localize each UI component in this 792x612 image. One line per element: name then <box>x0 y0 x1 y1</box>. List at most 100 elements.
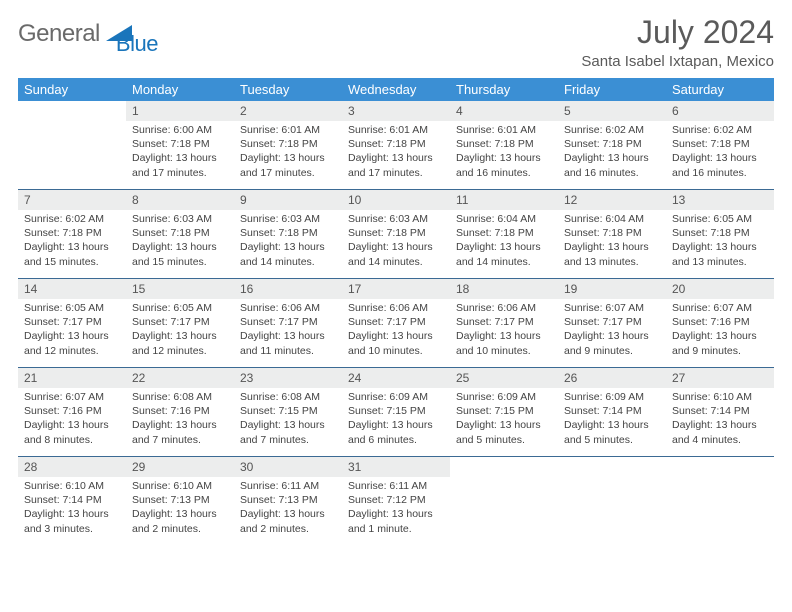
calendar-day-cell: 30Sunrise: 6:11 AMSunset: 7:13 PMDayligh… <box>234 457 342 545</box>
day-sun-data: Sunrise: 6:01 AMSunset: 7:18 PMDaylight:… <box>450 121 558 184</box>
calendar-week-row: 28Sunrise: 6:10 AMSunset: 7:14 PMDayligh… <box>18 456 774 545</box>
day-sun-data: Sunrise: 6:02 AMSunset: 7:18 PMDaylight:… <box>18 210 126 273</box>
day-sun-data: Sunrise: 6:02 AMSunset: 7:18 PMDaylight:… <box>666 121 774 184</box>
day-number: 27 <box>666 368 774 388</box>
calendar-day-cell: 12Sunrise: 6:04 AMSunset: 7:18 PMDayligh… <box>558 190 666 278</box>
day-number: 3 <box>342 101 450 121</box>
day-number: 15 <box>126 279 234 299</box>
calendar-day-cell: 23Sunrise: 6:08 AMSunset: 7:15 PMDayligh… <box>234 368 342 456</box>
logo-text-main: General <box>18 20 100 48</box>
day-number-empty <box>666 457 774 477</box>
day-number: 19 <box>558 279 666 299</box>
calendar-page: General Blue July 2024 Santa Isabel Ixta… <box>0 0 792 559</box>
day-sun-data: Sunrise: 6:09 AMSunset: 7:15 PMDaylight:… <box>342 388 450 451</box>
day-sun-data: Sunrise: 6:01 AMSunset: 7:18 PMDaylight:… <box>234 121 342 184</box>
day-sun-data: Sunrise: 6:03 AMSunset: 7:18 PMDaylight:… <box>342 210 450 273</box>
calendar-day-cell <box>666 457 774 545</box>
calendar-day-cell: 5Sunrise: 6:02 AMSunset: 7:18 PMDaylight… <box>558 101 666 189</box>
weekday-header-cell: Monday <box>126 78 234 101</box>
calendar-day-cell: 24Sunrise: 6:09 AMSunset: 7:15 PMDayligh… <box>342 368 450 456</box>
day-number: 16 <box>234 279 342 299</box>
day-number: 14 <box>18 279 126 299</box>
day-number: 2 <box>234 101 342 121</box>
calendar-day-cell: 16Sunrise: 6:06 AMSunset: 7:17 PMDayligh… <box>234 279 342 367</box>
calendar-day-cell: 20Sunrise: 6:07 AMSunset: 7:16 PMDayligh… <box>666 279 774 367</box>
calendar-day-cell: 6Sunrise: 6:02 AMSunset: 7:18 PMDaylight… <box>666 101 774 189</box>
weekday-header-cell: Sunday <box>18 78 126 101</box>
logo-text-sub: Blue <box>116 31 158 57</box>
calendar-day-cell: 25Sunrise: 6:09 AMSunset: 7:15 PMDayligh… <box>450 368 558 456</box>
calendar-day-cell <box>18 101 126 189</box>
weekday-header-row: SundayMondayTuesdayWednesdayThursdayFrid… <box>18 78 774 101</box>
weekday-header-cell: Thursday <box>450 78 558 101</box>
calendar-day-cell: 4Sunrise: 6:01 AMSunset: 7:18 PMDaylight… <box>450 101 558 189</box>
day-number-empty <box>558 457 666 477</box>
day-sun-data: Sunrise: 6:05 AMSunset: 7:17 PMDaylight:… <box>126 299 234 362</box>
day-number: 24 <box>342 368 450 388</box>
day-number: 17 <box>342 279 450 299</box>
day-number-empty <box>18 101 126 121</box>
calendar-day-cell: 26Sunrise: 6:09 AMSunset: 7:14 PMDayligh… <box>558 368 666 456</box>
day-sun-data: Sunrise: 6:11 AMSunset: 7:13 PMDaylight:… <box>234 477 342 540</box>
day-sun-data: Sunrise: 6:05 AMSunset: 7:17 PMDaylight:… <box>18 299 126 362</box>
day-sun-data: Sunrise: 6:10 AMSunset: 7:14 PMDaylight:… <box>18 477 126 540</box>
weekday-header-cell: Tuesday <box>234 78 342 101</box>
calendar-day-cell: 11Sunrise: 6:04 AMSunset: 7:18 PMDayligh… <box>450 190 558 278</box>
calendar-day-cell: 27Sunrise: 6:10 AMSunset: 7:14 PMDayligh… <box>666 368 774 456</box>
day-number: 11 <box>450 190 558 210</box>
day-sun-data: Sunrise: 6:05 AMSunset: 7:18 PMDaylight:… <box>666 210 774 273</box>
calendar-day-cell: 22Sunrise: 6:08 AMSunset: 7:16 PMDayligh… <box>126 368 234 456</box>
day-sun-data: Sunrise: 6:11 AMSunset: 7:12 PMDaylight:… <box>342 477 450 540</box>
calendar-day-cell: 14Sunrise: 6:05 AMSunset: 7:17 PMDayligh… <box>18 279 126 367</box>
month-title: July 2024 <box>581 14 774 51</box>
header-right: July 2024 Santa Isabel Ixtapan, Mexico <box>581 14 774 70</box>
calendar-week-row: 21Sunrise: 6:07 AMSunset: 7:16 PMDayligh… <box>18 367 774 456</box>
day-number-empty <box>450 457 558 477</box>
day-sun-data: Sunrise: 6:02 AMSunset: 7:18 PMDaylight:… <box>558 121 666 184</box>
day-number: 18 <box>450 279 558 299</box>
calendar-day-cell: 21Sunrise: 6:07 AMSunset: 7:16 PMDayligh… <box>18 368 126 456</box>
day-sun-data: Sunrise: 6:08 AMSunset: 7:15 PMDaylight:… <box>234 388 342 451</box>
day-sun-data: Sunrise: 6:08 AMSunset: 7:16 PMDaylight:… <box>126 388 234 451</box>
day-sun-data: Sunrise: 6:06 AMSunset: 7:17 PMDaylight:… <box>450 299 558 362</box>
calendar-week-row: 7Sunrise: 6:02 AMSunset: 7:18 PMDaylight… <box>18 189 774 278</box>
day-number: 1 <box>126 101 234 121</box>
day-number: 28 <box>18 457 126 477</box>
day-sun-data: Sunrise: 6:04 AMSunset: 7:18 PMDaylight:… <box>558 210 666 273</box>
calendar-day-cell: 29Sunrise: 6:10 AMSunset: 7:13 PMDayligh… <box>126 457 234 545</box>
day-sun-data: Sunrise: 6:09 AMSunset: 7:14 PMDaylight:… <box>558 388 666 451</box>
calendar-day-cell: 7Sunrise: 6:02 AMSunset: 7:18 PMDaylight… <box>18 190 126 278</box>
calendar-day-cell: 1Sunrise: 6:00 AMSunset: 7:18 PMDaylight… <box>126 101 234 189</box>
weekday-header-cell: Saturday <box>666 78 774 101</box>
location-label: Santa Isabel Ixtapan, Mexico <box>581 53 774 70</box>
calendar-day-cell: 19Sunrise: 6:07 AMSunset: 7:17 PMDayligh… <box>558 279 666 367</box>
day-number: 8 <box>126 190 234 210</box>
calendar-day-cell: 18Sunrise: 6:06 AMSunset: 7:17 PMDayligh… <box>450 279 558 367</box>
calendar-grid: SundayMondayTuesdayWednesdayThursdayFrid… <box>18 78 774 545</box>
day-number: 13 <box>666 190 774 210</box>
calendar-day-cell: 17Sunrise: 6:06 AMSunset: 7:17 PMDayligh… <box>342 279 450 367</box>
calendar-day-cell: 8Sunrise: 6:03 AMSunset: 7:18 PMDaylight… <box>126 190 234 278</box>
day-sun-data: Sunrise: 6:07 AMSunset: 7:17 PMDaylight:… <box>558 299 666 362</box>
day-sun-data: Sunrise: 6:03 AMSunset: 7:18 PMDaylight:… <box>126 210 234 273</box>
day-sun-data: Sunrise: 6:09 AMSunset: 7:15 PMDaylight:… <box>450 388 558 451</box>
calendar-day-cell: 10Sunrise: 6:03 AMSunset: 7:18 PMDayligh… <box>342 190 450 278</box>
calendar-body: 1Sunrise: 6:00 AMSunset: 7:18 PMDaylight… <box>18 101 774 545</box>
day-number: 6 <box>666 101 774 121</box>
day-number: 9 <box>234 190 342 210</box>
day-number: 5 <box>558 101 666 121</box>
day-number: 12 <box>558 190 666 210</box>
day-number: 31 <box>342 457 450 477</box>
day-sun-data: Sunrise: 6:00 AMSunset: 7:18 PMDaylight:… <box>126 121 234 184</box>
day-sun-data: Sunrise: 6:10 AMSunset: 7:13 PMDaylight:… <box>126 477 234 540</box>
day-sun-data: Sunrise: 6:10 AMSunset: 7:14 PMDaylight:… <box>666 388 774 451</box>
day-number: 25 <box>450 368 558 388</box>
calendar-week-row: 1Sunrise: 6:00 AMSunset: 7:18 PMDaylight… <box>18 101 774 189</box>
day-number: 26 <box>558 368 666 388</box>
day-number: 30 <box>234 457 342 477</box>
day-number: 20 <box>666 279 774 299</box>
calendar-day-cell: 28Sunrise: 6:10 AMSunset: 7:14 PMDayligh… <box>18 457 126 545</box>
calendar-day-cell: 13Sunrise: 6:05 AMSunset: 7:18 PMDayligh… <box>666 190 774 278</box>
calendar-week-row: 14Sunrise: 6:05 AMSunset: 7:17 PMDayligh… <box>18 278 774 367</box>
calendar-day-cell: 2Sunrise: 6:01 AMSunset: 7:18 PMDaylight… <box>234 101 342 189</box>
